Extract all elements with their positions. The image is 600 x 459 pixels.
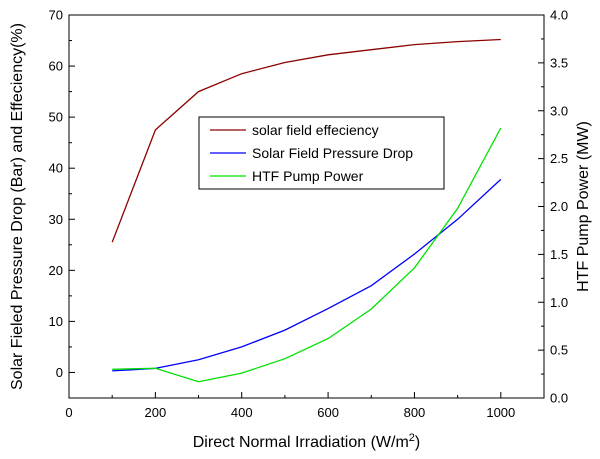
legend-label: Solar Field Pressure Drop	[252, 145, 413, 161]
left-y-tick-label: 50	[49, 110, 63, 125]
left-y-axis-ticks: 0 10 20 30 40 50 60 70	[49, 8, 75, 399]
left-y-tick-label: 0	[56, 365, 63, 380]
x-tick-label: 400	[231, 405, 253, 420]
right-y-tick-label: 3.0	[550, 103, 568, 118]
left-y-axis-label: Solar Fieled Pressure Drop (Bar) and Eff…	[9, 23, 26, 390]
right-y-tick-label: 3.5	[550, 55, 568, 70]
x-axis-label-main: Direct Normal Irradiation (W/m	[193, 434, 409, 451]
left-y-tick-label: 70	[49, 8, 63, 23]
legend-items: solar field effeciency Solar Field Pressu…	[210, 122, 413, 184]
legend-label: solar field effeciency	[252, 122, 379, 138]
right-y-tick-label: 2.0	[550, 199, 568, 214]
series-lines	[111, 38, 502, 383]
left-y-tick-label: 40	[49, 161, 63, 176]
x-tick-label: 800	[404, 405, 426, 420]
series-line-3	[112, 127, 502, 383]
x-tick-label: 200	[145, 405, 167, 420]
legend: solar field effeciency Solar Field Pressu…	[198, 116, 445, 190]
left-y-tick-label: 30	[49, 212, 63, 227]
left-y-tick-label: 10	[49, 314, 63, 329]
x-tick-label: 0	[65, 405, 72, 420]
x-axis-ticks: 0 200 400 600 800 1000	[65, 392, 515, 420]
x-axis-label-sup: 2	[409, 432, 415, 444]
plot-frame-group	[68, 14, 545, 399]
right-y-axis-label: HTF Pump Power (MW)	[575, 121, 592, 292]
plot-frame	[68, 14, 545, 399]
x-axis-label-tail: )	[415, 434, 420, 451]
series-line-2	[112, 178, 502, 372]
right-y-tick-label: 2.5	[550, 151, 568, 166]
right-y-tick-label: 1.5	[550, 247, 568, 262]
legend-label: HTF Pump Power	[252, 168, 364, 184]
right-y-tick-label: 0.0	[550, 391, 568, 406]
x-axis-label: Direct Normal Irradiation (W/m2)	[193, 432, 420, 451]
x-tick-label: 600	[317, 405, 339, 420]
right-y-axis-ticks: 0.0 0.5 1.0 1.5 2.0 2.5 3.0 3.5 4.0	[538, 8, 568, 406]
right-y-tick-label: 1.0	[550, 295, 568, 310]
left-y-tick-label: 60	[49, 59, 63, 74]
right-y-tick-label: 4.0	[550, 8, 568, 23]
left-y-tick-label: 20	[49, 263, 63, 278]
series-line-1	[111, 38, 501, 243]
right-y-tick-label: 0.5	[550, 343, 568, 358]
x-tick-label: 1000	[486, 405, 515, 420]
